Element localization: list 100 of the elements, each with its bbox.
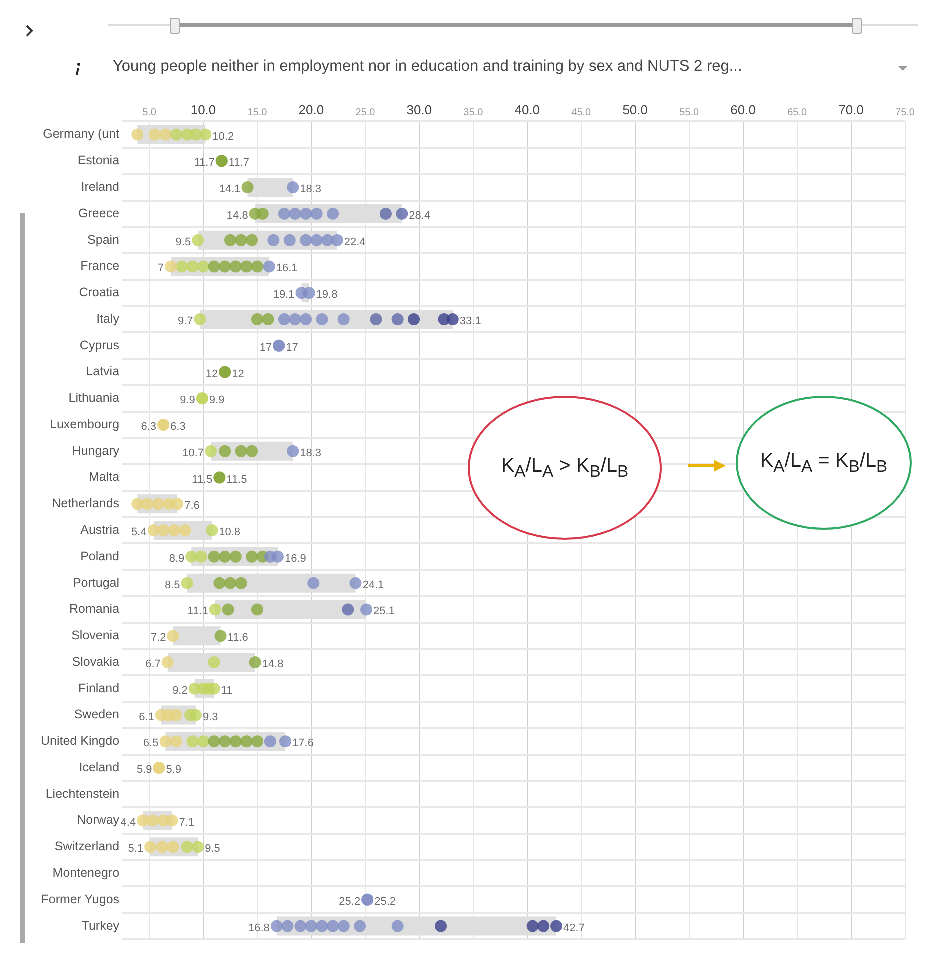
data-label: 16.1 (276, 262, 298, 275)
y-tick-label: Austria (80, 523, 120, 538)
data-label: 8.9 (169, 552, 185, 565)
data-label: 9.5 (205, 843, 220, 856)
data-label: 9.2 (172, 684, 188, 697)
x-tick-label: 5.0 (142, 107, 157, 118)
y-tick-label: Croatia (79, 286, 120, 300)
y-tick-label: Estonia (78, 154, 120, 168)
data-label: 11.6 (228, 632, 248, 644)
data-label: 5.9 (166, 764, 182, 776)
data-label: 18.3 (300, 447, 322, 460)
x-tick-label: 65.0 (788, 107, 808, 118)
y-tick-label: Germany (unt (43, 127, 120, 142)
data-label: 9.7 (178, 316, 194, 328)
data-label: 25.2 (339, 896, 361, 908)
y-tick-label: Malta (88, 470, 120, 484)
data-label: 7.2 (150, 632, 166, 644)
y-tick-label: Netherlands (52, 496, 120, 511)
data-label: 17.6 (292, 738, 314, 750)
x-tick-label: 25.0 (356, 107, 376, 118)
y-tick-label: Spain (88, 232, 120, 247)
oval-frame: K$_{A}$/L$_{A}$ > K$_{B}$/L$_{B}$ (468, 396, 662, 540)
x-tick-label: 35.0 (464, 107, 484, 118)
data-label: 42.7 (564, 922, 585, 934)
x-tick-label: 70.0 (838, 102, 864, 118)
data-label: 8.5 (165, 579, 180, 592)
y-tick-label: Finland (78, 681, 120, 696)
data-label: 7.1 (179, 816, 194, 829)
data-label: 11.5 (226, 474, 248, 486)
x-tick-label: 20.0 (298, 102, 324, 118)
data-label: 22.4 (344, 236, 366, 248)
y-tick-label: Turkey (82, 918, 120, 933)
x-tick-label: 45.0 (572, 107, 592, 118)
y-tick-label: Lithuania (68, 391, 120, 406)
data-label: 6.7 (146, 658, 161, 670)
data-label: 25.2 (374, 896, 396, 908)
x-tick-label: 60.0 (730, 102, 756, 118)
y-tick-label: Former Yugos (41, 892, 120, 906)
y-tick-label: Cyprus (80, 338, 120, 352)
x-tick-label: 30.0 (406, 102, 432, 118)
y-tick-label: Liechtenstein (46, 786, 120, 801)
data-label: 33.1 (460, 316, 482, 328)
x-tick-label: 10.0 (190, 102, 216, 118)
data-label: 9.3 (202, 711, 218, 724)
data-label: 28.4 (409, 210, 431, 222)
annotation: K$_{A}$/L$_{A}$ = K$_{B}$/L$_{B}$ (760, 450, 888, 476)
data-label: 10.8 (219, 526, 241, 539)
x-tick-label: 40.0 (514, 102, 540, 118)
y-tick-label: Portugal (72, 576, 120, 590)
y-tick-label: Slovenia (72, 628, 120, 643)
data-label: 18.3 (300, 184, 322, 196)
data-label: 9.9 (180, 394, 196, 407)
x-tick-label: 15.0 (248, 107, 268, 118)
data-label: 9.5 (176, 236, 192, 248)
data-label: 9.9 (209, 394, 225, 407)
data-label: 12 (232, 368, 244, 380)
chart-title: Young people neither in employment nor in education and training by sex and NUTS 2 reg... (113, 58, 742, 76)
data-label: 5.1 (128, 843, 144, 856)
data-label: 14.8 (262, 658, 284, 670)
data-label: 5.4 (132, 526, 147, 539)
y-tick-label: France (80, 259, 120, 274)
data-label: 14.1 (219, 184, 241, 196)
y-tick-label: Luxembourg (50, 417, 120, 432)
data-label: 11.1 (188, 606, 208, 618)
y-tick-label: Montenegro (52, 866, 120, 880)
y-tick-label: Norway (77, 813, 120, 828)
y-tick-label: Latvia (86, 364, 120, 379)
data-label: 6.3 (141, 421, 157, 434)
annotation: K$_{A}$/L$_{A}$ > K$_{B}$/L$_{B}$ (501, 454, 629, 482)
data-label: 11.7 (194, 157, 215, 170)
data-label: 24.1 (362, 579, 384, 592)
y-tick-label: Sweden (74, 708, 120, 722)
data-label: 11 (221, 684, 233, 697)
data-label: 25.1 (374, 606, 395, 618)
y-tick-label: Iceland (79, 760, 120, 774)
data-label: 7.6 (184, 500, 200, 512)
y-tick-label: Italy (96, 312, 120, 326)
data-label: 17 (286, 342, 298, 354)
data-label: 10.2 (212, 130, 234, 143)
y-tick-label: United Kingdo (40, 734, 120, 748)
data-label: 6.3 (170, 421, 186, 434)
y-tick-label: Hungary (72, 444, 120, 458)
data-label: 4.4 (120, 816, 136, 829)
y-tick-label: Switzerland (54, 840, 120, 854)
data-label: 16.9 (284, 552, 306, 565)
data-label: 10.7 (182, 447, 204, 460)
data-label: 19.1 (273, 289, 295, 302)
y-tick-label: Slovakia (72, 654, 120, 669)
data-label: 6.5 (143, 738, 159, 750)
x-tick-label: 55.0 (680, 107, 700, 118)
data-label: 5.9 (136, 764, 152, 776)
data-label: 19.8 (316, 289, 338, 302)
x-tick-label: 50.0 (622, 102, 648, 118)
data-label: 12 (206, 368, 218, 380)
data-label: 7 (158, 262, 164, 275)
data-label: 6.1 (139, 711, 154, 724)
data-label: 14.8 (226, 210, 248, 222)
data-label: 11.5 (192, 474, 213, 486)
oval-frame: K$_{A}$/L$_{A}$ = K$_{B}$/L$_{B}$ (736, 396, 912, 530)
x-tick-label: 75.0 (896, 107, 916, 118)
